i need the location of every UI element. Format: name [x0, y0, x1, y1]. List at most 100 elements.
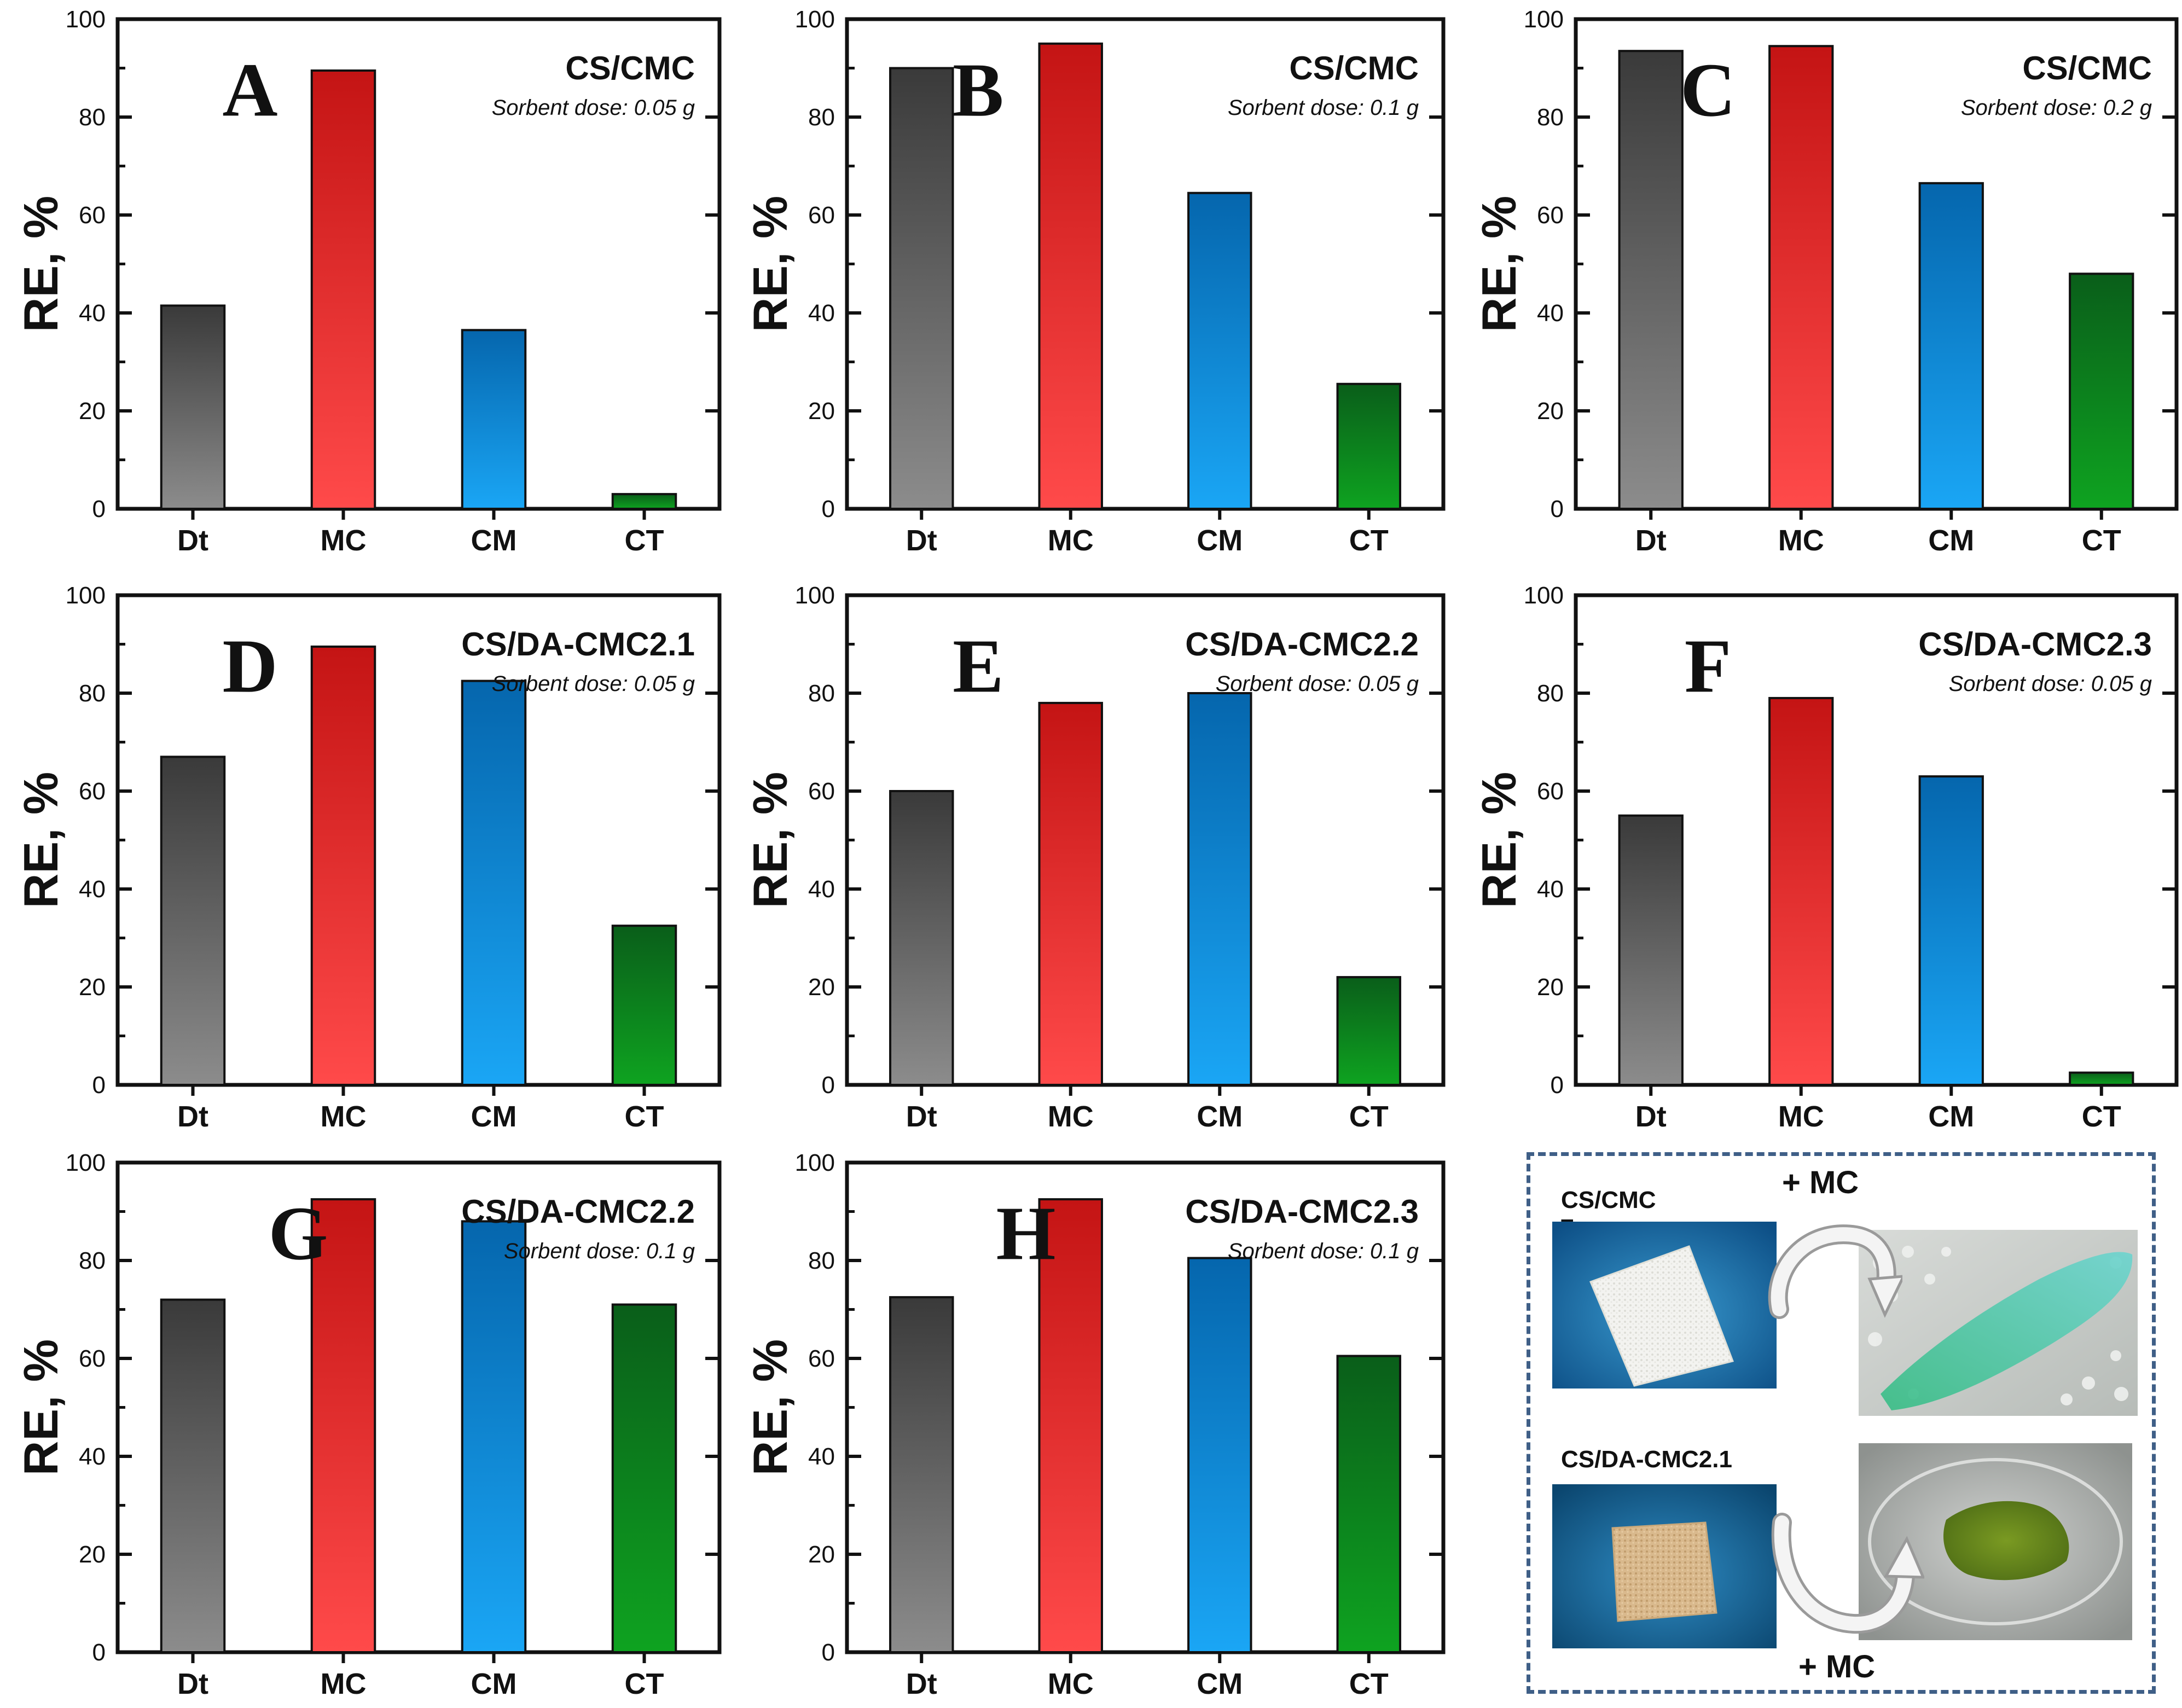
chart-title-f: CS/DA-CMC2.3 [1918, 626, 2152, 663]
bar-e-cm [1187, 692, 1252, 1086]
bar-e-dt [889, 790, 954, 1086]
y-tick-label-f-80: 80 [1537, 680, 1564, 707]
bar-e-mc [1038, 701, 1103, 1086]
x-tick-label-f-mc: MC [1778, 1100, 1824, 1133]
bar-b-mc [1038, 42, 1103, 510]
x-tick-label-e-ct: CT [1349, 1100, 1389, 1133]
chart-panel-e: 0 20 40 60 80 100 RE, % Dt MC CM CT E CS/DA-CMC2.2 So… [743, 582, 1446, 1133]
x-tick-label-e-mc: MC [1048, 1100, 1094, 1133]
y-tick-label-g-80: 80 [79, 1247, 106, 1274]
y-tick-label-h-40: 40 [808, 1443, 835, 1470]
y-tick-label-b-60: 60 [808, 202, 835, 229]
y-tick-label-c-80: 80 [1537, 104, 1564, 131]
y-tick-label-h-20: 20 [808, 1541, 835, 1568]
y-tick-label-a-60: 60 [79, 202, 106, 229]
top-arrow-label: + MC [1782, 1165, 1859, 1200]
y-tick-label-b-0: 0 [822, 496, 835, 522]
chart-subtitle-b: Sorbent dose: 0.1 g [1228, 96, 1419, 120]
y-tick-label-b-100: 100 [795, 6, 835, 33]
bar-f-dt [1618, 814, 1684, 1086]
y-tick-label-d-60: 60 [79, 778, 106, 805]
bar-g-cm [461, 1220, 527, 1653]
panel-i: I CS/CMC [1527, 1152, 2156, 1694]
x-tick-label-c-dt: Dt [1635, 524, 1667, 557]
y-tick-label-g-20: 20 [79, 1541, 106, 1568]
x-tick-label-h-dt: Dt [906, 1668, 937, 1700]
panel-letter-a: A [222, 48, 277, 132]
y-tick-label-e-60: 60 [808, 778, 835, 805]
y-tick-label-f-0: 0 [1551, 1072, 1564, 1099]
bar-d-cm [461, 679, 527, 1086]
y-tick-label-e-20: 20 [808, 974, 835, 1001]
bar-g-mc [310, 1198, 376, 1653]
chart-subtitle-a: Sorbent dose: 0.05 g [492, 96, 695, 120]
arrow-bottom [1771, 1513, 1924, 1634]
chart-panel-f: 0 20 40 60 80 100 RE, % Dt MC CM CT F CS/DA-CMC2.3 So… [1472, 582, 2179, 1133]
x-tick-label-h-ct: CT [1349, 1668, 1389, 1700]
bar-e-ct [1336, 976, 1401, 1086]
bar-h-mc [1038, 1198, 1103, 1653]
photo-cs-da-cmc-before-art [1552, 1484, 1777, 1648]
x-tick-label-g-ct: CT [625, 1668, 664, 1700]
chart-title-b: CS/CMC [1289, 50, 1419, 86]
y-tick-label-b-80: 80 [808, 104, 835, 131]
photo-cs-cmc-before-art [1552, 1222, 1777, 1389]
bar-b-cm [1187, 191, 1252, 510]
chart-panel-c: 0 20 40 60 80 100 RE, % Dt MC CM CT C CS/CMC Sorbent … [1472, 6, 2179, 557]
y-tick-label-e-40: 40 [808, 876, 835, 903]
y-tick-label-e-0: 0 [822, 1072, 835, 1099]
x-tick-label-b-ct: CT [1349, 524, 1389, 557]
chart-panel-g: 0 20 40 60 80 100 RE, % Dt MC CM CT G CS/DA-CMC2.2 So… [14, 1149, 722, 1700]
y-axis-label-h: RE, % [743, 1339, 797, 1475]
chart-subtitle-f: Sorbent dose: 0.05 g [1949, 672, 2152, 696]
x-tick-label-g-cm: CM [471, 1668, 517, 1700]
photo-cs-da-cmc-before [1552, 1484, 1777, 1648]
chart-title-d: CS/DA-CMC2.1 [461, 626, 695, 663]
bar-d-ct [611, 925, 677, 1086]
y-tick-label-b-20: 20 [808, 398, 835, 425]
x-tick-label-b-mc: MC [1048, 524, 1094, 557]
x-tick-label-c-cm: CM [1928, 524, 1974, 557]
x-tick-label-c-mc: MC [1778, 524, 1824, 557]
panel-letter-g: G [269, 1191, 328, 1276]
y-tick-label-a-40: 40 [79, 300, 106, 327]
photo-cs-cmc-after-art [1859, 1230, 2138, 1416]
y-tick-label-c-100: 100 [1524, 6, 1564, 33]
y-axis-label-f: RE, % [1472, 772, 1526, 908]
panel-letter-f: F [1685, 624, 1732, 708]
chart-subtitle-c: Sorbent dose: 0.2 g [1961, 96, 2152, 120]
x-tick-label-f-cm: CM [1928, 1100, 1974, 1133]
x-tick-label-c-ct: CT [2082, 524, 2121, 557]
y-tick-label-c-60: 60 [1537, 202, 1564, 229]
x-tick-label-g-mc: MC [321, 1668, 367, 1700]
panel-letter-c: C [1680, 48, 1736, 132]
panel-letter-h: H [996, 1191, 1056, 1276]
x-tick-label-a-cm: CM [471, 524, 517, 557]
y-axis-label-a: RE, % [14, 196, 68, 332]
x-tick-label-h-cm: CM [1197, 1668, 1243, 1700]
y-tick-label-f-60: 60 [1537, 778, 1564, 805]
y-tick-label-h-80: 80 [808, 1247, 835, 1274]
y-tick-label-c-20: 20 [1537, 398, 1564, 425]
x-tick-label-a-ct: CT [625, 524, 664, 557]
y-axis-label-d: RE, % [14, 772, 68, 908]
bar-c-ct [2069, 272, 2134, 510]
y-tick-label-c-0: 0 [1551, 496, 1564, 522]
y-tick-label-d-100: 100 [66, 582, 106, 609]
x-tick-label-e-dt: Dt [906, 1100, 937, 1133]
bottom-arrow-label: + MC [1798, 1649, 1876, 1684]
bar-a-ct [611, 493, 677, 510]
y-axis-label-c: RE, % [1472, 196, 1526, 332]
photo-cs-cmc-before [1552, 1222, 1777, 1389]
x-tick-label-g-dt: Dt [177, 1668, 208, 1700]
chart-subtitle-d: Sorbent dose: 0.05 g [492, 672, 695, 696]
y-tick-label-h-100: 100 [795, 1149, 835, 1176]
y-tick-label-a-80: 80 [79, 104, 106, 131]
panel-letter-d: D [222, 624, 277, 708]
y-tick-label-d-40: 40 [79, 876, 106, 903]
x-tick-label-a-dt: Dt [177, 524, 208, 557]
bar-a-mc [310, 69, 376, 510]
bar-c-dt [1618, 50, 1684, 510]
bar-f-ct [2069, 1071, 2134, 1086]
x-tick-label-d-dt: Dt [177, 1100, 208, 1133]
